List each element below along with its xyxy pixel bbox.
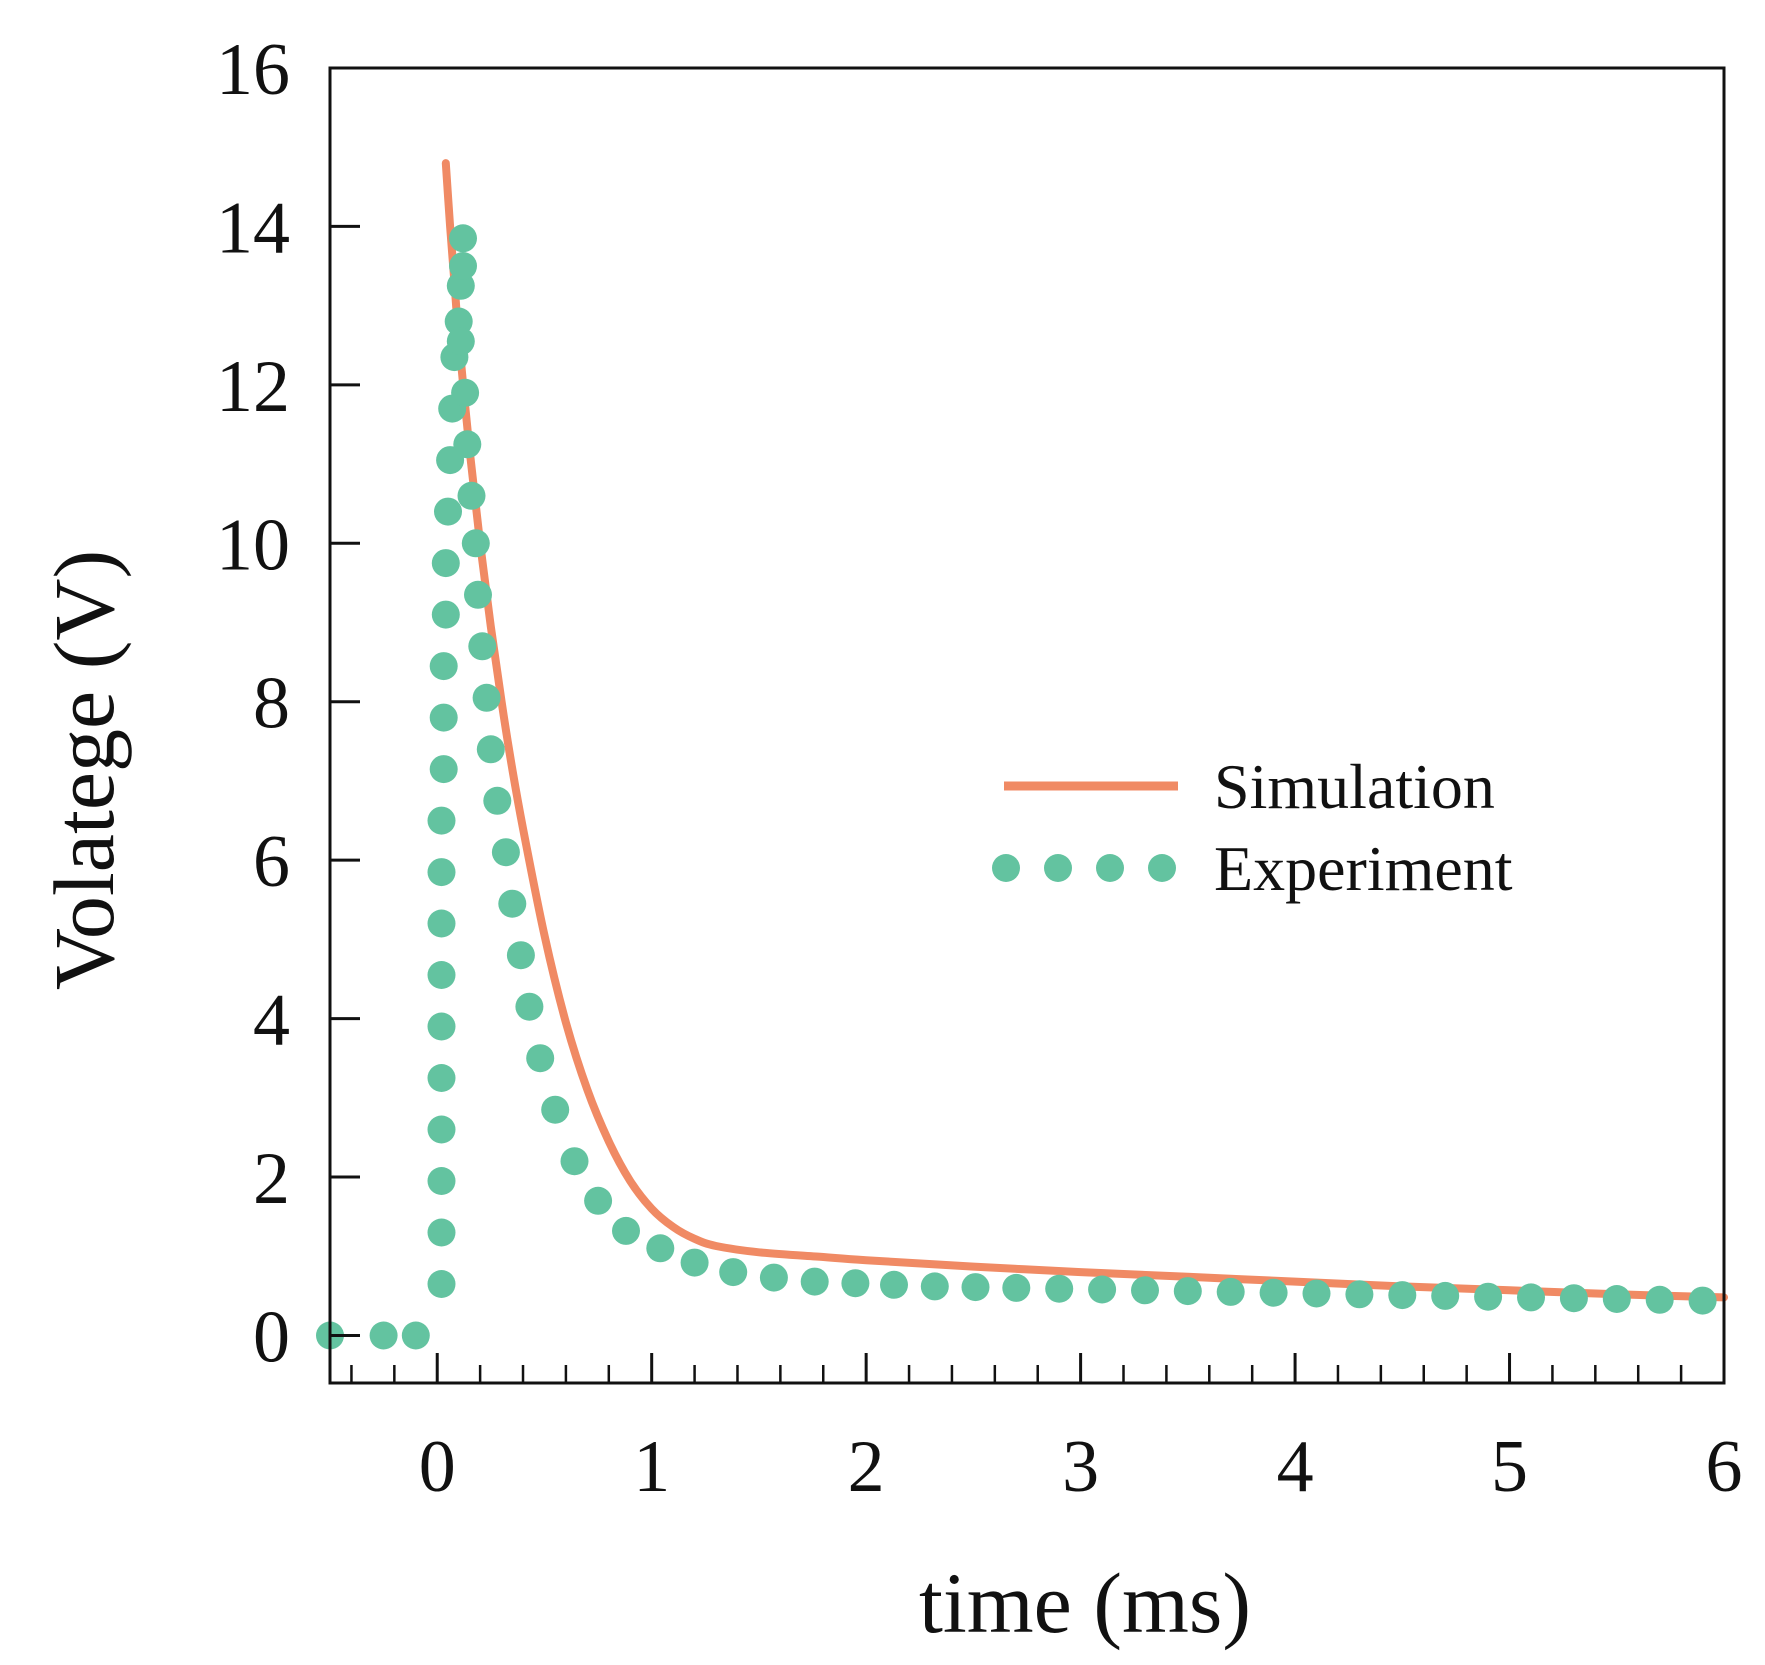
experiment-point (427, 909, 456, 938)
experiment-point (1173, 1277, 1202, 1306)
experiment-point (449, 224, 477, 253)
experiment-point (1517, 1283, 1545, 1312)
legend-experiment-dot (992, 854, 1020, 882)
plot-background (330, 68, 1724, 1383)
experiment-point (800, 1267, 829, 1296)
experiment-point (612, 1216, 640, 1245)
experiment-point (1345, 1280, 1374, 1309)
experiment-point (961, 1273, 990, 1302)
experiment-point (427, 1167, 456, 1195)
experiment-point (841, 1269, 870, 1298)
experiment-point (498, 889, 527, 918)
legend-experiment-dot (1096, 854, 1124, 882)
experiment-point (1688, 1286, 1717, 1315)
experiment-point (880, 1270, 908, 1299)
experiment-point (461, 529, 490, 558)
experiment-point (427, 1064, 456, 1092)
experiment-point (431, 549, 460, 578)
experiment-point (429, 703, 458, 732)
y-tick-label: 16 (216, 29, 290, 111)
y-tick-label: 6 (253, 821, 290, 903)
data-marks (316, 159, 1728, 1350)
experiment-point (427, 858, 456, 887)
experiment-point (759, 1263, 788, 1292)
experiment-point (541, 1095, 570, 1124)
experiment-point (427, 961, 456, 989)
y-tick-label: 12 (216, 346, 290, 428)
experiment-point (464, 580, 492, 609)
legend-experiment-dot (1148, 854, 1176, 882)
x-axis-title: time (ms) (919, 1555, 1251, 1651)
x-tick-label: 1 (633, 1426, 670, 1508)
plot-frame (328, 66, 1726, 1385)
experiment-point (457, 481, 486, 510)
experiment-point (434, 497, 462, 526)
experiment-point (1388, 1281, 1417, 1310)
experiment-point (1045, 1274, 1074, 1303)
x-tick-label: 6 (1706, 1426, 1743, 1508)
experiment-point (1602, 1285, 1631, 1313)
experiment-point (476, 735, 505, 764)
experiment-point (1431, 1281, 1460, 1310)
experiment-point (560, 1147, 589, 1176)
experiment-point (449, 252, 477, 280)
experiment-point (429, 755, 458, 784)
experiment-point (451, 378, 480, 407)
experiment-point (427, 1270, 456, 1298)
legend-experiment-dot (1044, 854, 1072, 882)
experiment-point (515, 992, 544, 1021)
experiment-point (446, 327, 475, 356)
experiment-point (472, 683, 501, 712)
experiment-point (1559, 1284, 1588, 1313)
y-axis-title: Volatege (V) (36, 550, 132, 990)
experiment-point (1302, 1279, 1331, 1308)
x-tick-label: 0 (419, 1426, 456, 1508)
experiment-point (453, 430, 482, 459)
y-tick-label: 2 (253, 1138, 290, 1220)
x-tick-label: 4 (1277, 1426, 1314, 1508)
experiment-point (1131, 1276, 1159, 1305)
experiment-point (427, 1012, 456, 1041)
experiment-point (401, 1321, 430, 1350)
experiment-point (1645, 1285, 1674, 1314)
experiment-point (468, 632, 497, 661)
y-tick-label: 10 (216, 504, 290, 586)
experiment-point (431, 600, 460, 629)
experiment-point (584, 1186, 613, 1215)
y-tick-label: 0 (253, 1296, 290, 1378)
experiment-point (646, 1234, 675, 1263)
x-tick-label: 2 (848, 1426, 885, 1508)
experiment-point (526, 1044, 555, 1073)
experiment-point (1088, 1275, 1117, 1304)
experiment-point (1216, 1277, 1245, 1306)
y-tick-label: 4 (253, 980, 290, 1062)
experiment-point (920, 1272, 949, 1301)
y-tick-label: 14 (216, 187, 290, 269)
experiment-point (1259, 1278, 1288, 1307)
experiment-point (1002, 1273, 1031, 1302)
experiment-point (506, 941, 535, 970)
experiment-point (427, 806, 456, 835)
experiment-point (427, 1218, 456, 1247)
legend-experiment-label: Experiment (1214, 833, 1513, 904)
experiment-point (429, 652, 458, 681)
x-tick-label: 5 (1491, 1426, 1528, 1508)
experiment-point (483, 786, 512, 815)
x-tick-label: 3 (1062, 1426, 1099, 1508)
legend: Simulation Experiment (992, 751, 1513, 904)
y-tick-label: 8 (253, 663, 290, 745)
legend-simulation-label: Simulation (1214, 751, 1495, 822)
experiment-point (491, 838, 520, 867)
experiment-point (369, 1321, 398, 1350)
experiment-point (427, 1115, 456, 1144)
experiment-point (719, 1258, 748, 1287)
experiment-point (680, 1248, 709, 1277)
experiment-point (1474, 1282, 1503, 1311)
